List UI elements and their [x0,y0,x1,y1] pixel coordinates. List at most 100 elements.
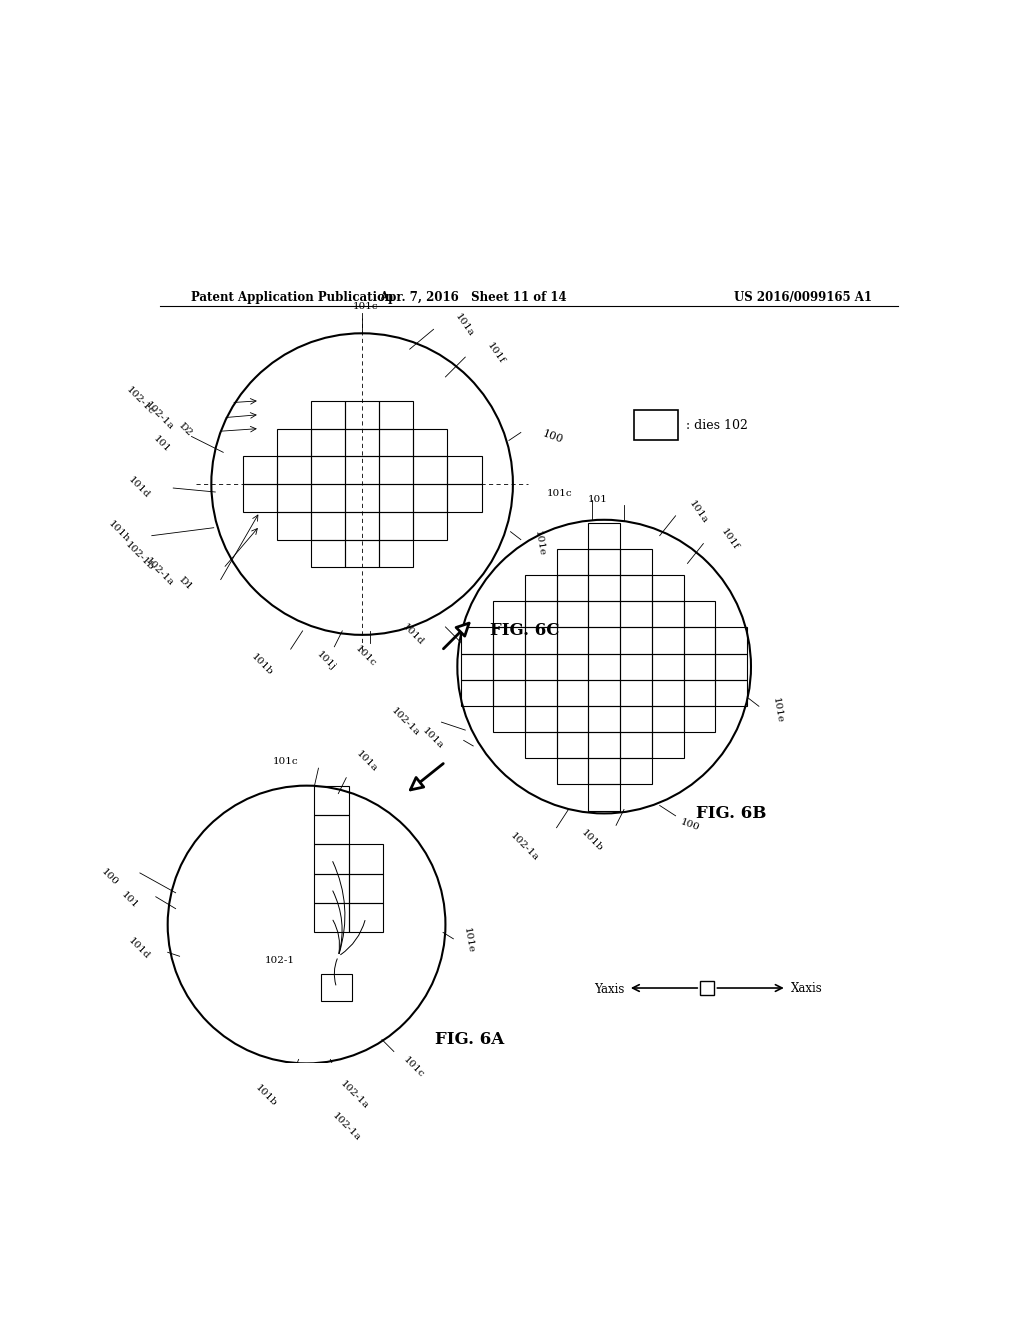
Bar [379,540,414,568]
Bar [414,457,447,484]
Bar [524,706,557,733]
Bar [322,974,352,1001]
Bar [345,401,379,429]
Bar [311,457,345,484]
Bar [557,576,589,601]
Text: 101e: 101e [771,697,784,723]
Bar [276,512,311,540]
Bar [588,784,621,810]
Bar [588,549,621,576]
Text: US 2016/0099165 A1: US 2016/0099165 A1 [733,292,871,304]
Text: 101a: 101a [354,748,379,774]
Text: FIG. 6C: FIG. 6C [490,623,559,639]
Bar [311,484,345,512]
Bar [557,706,589,733]
Text: 101a: 101a [454,312,476,339]
Bar [588,758,621,784]
Bar [276,429,311,457]
Bar [494,627,524,653]
Bar [620,549,651,576]
Text: Apr. 7, 2016   Sheet 11 of 14: Apr. 7, 2016 Sheet 11 of 14 [380,292,567,304]
Bar [524,627,557,653]
Bar [588,523,621,549]
Bar [345,429,379,457]
Bar [243,484,276,512]
Text: 101a: 101a [421,726,445,750]
Bar [557,627,589,653]
Text: 101e: 101e [532,531,546,557]
Bar [314,874,348,903]
Text: 101b: 101b [579,828,604,853]
Bar [494,706,524,733]
Bar [314,903,348,932]
Text: 101b: 101b [250,652,274,677]
Bar [379,429,414,457]
Text: 101f: 101f [719,528,740,552]
Bar [524,680,557,706]
Bar [620,627,651,653]
Bar [684,601,715,627]
Text: 101c: 101c [547,488,572,498]
Bar [379,484,414,512]
Bar [651,653,684,680]
Bar [715,627,748,653]
Text: 101c: 101c [354,644,378,669]
Text: 101a: 101a [687,499,710,525]
Bar [379,401,414,429]
Text: 101d: 101d [400,622,426,647]
Text: 101f: 101f [485,341,506,366]
Bar [348,845,383,874]
Text: 102-1: 102-1 [264,956,295,965]
Bar [684,680,715,706]
Text: Yaxis: Yaxis [594,983,624,997]
Bar [588,627,621,653]
Text: Patent Application Publication: Patent Application Publication [191,292,394,304]
Text: 102-1a: 102-1a [338,1080,371,1111]
Text: 102-1a: 102-1a [509,830,541,863]
Bar [557,733,589,758]
Text: 102-1a: 102-1a [390,706,422,738]
Bar [345,540,379,568]
Bar [651,680,684,706]
Text: 101c: 101c [401,1056,426,1080]
Text: D2: D2 [177,421,194,438]
Bar [311,429,345,457]
Bar [620,758,651,784]
Bar [634,411,678,441]
Text: 101d: 101d [127,936,152,961]
Bar [588,653,621,680]
Bar [715,680,748,706]
Text: 102-1b: 102-1b [124,540,156,573]
Bar [314,845,348,874]
Bar [379,512,414,540]
Bar [311,512,345,540]
Bar [588,706,621,733]
Bar [447,484,481,512]
Bar [620,576,651,601]
Text: FIG. 6B: FIG. 6B [696,805,766,822]
Text: Xaxis: Xaxis [791,982,822,994]
Bar [447,457,481,484]
Bar [524,653,557,680]
Bar [414,512,447,540]
Bar [311,401,345,429]
Bar [588,733,621,758]
Bar [651,706,684,733]
Bar [311,540,345,568]
Bar [620,706,651,733]
Text: : dies 102: : dies 102 [686,418,748,432]
Bar [276,457,311,484]
Text: 101e: 101e [462,927,475,954]
Bar [414,429,447,457]
Bar [243,457,276,484]
Bar [588,576,621,601]
Bar [588,680,621,706]
Bar [524,576,557,601]
Text: 101c: 101c [273,756,299,766]
Text: 101h: 101h [106,519,132,544]
Bar [494,680,524,706]
Text: D1: D1 [177,576,194,593]
Bar [345,457,379,484]
Bar [651,601,684,627]
Bar [314,814,348,845]
